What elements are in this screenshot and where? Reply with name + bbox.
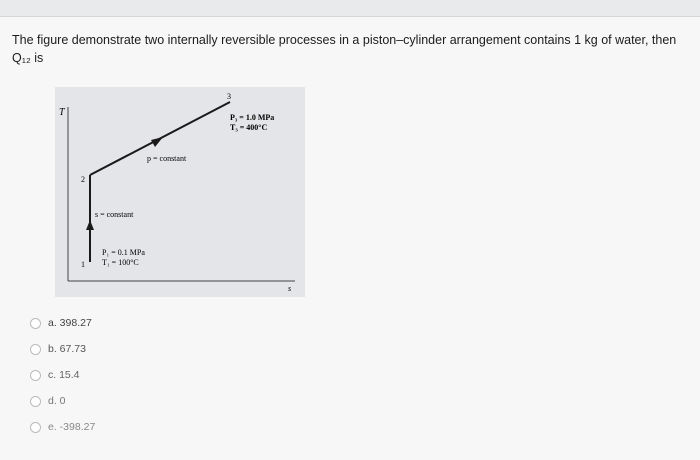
radio-button[interactable] [30,421,41,433]
option-text: b. 67.73 [48,343,86,355]
process-label: s = constant [95,210,134,219]
point-label: 2 [81,175,85,184]
arrow [86,220,94,230]
option-text: c. 15.4 [48,369,80,381]
question-card: The figure demonstrate two internally re… [0,16,700,460]
ts-diagram: T s 1 2 3 p = constant s = constant P₃ =… [55,87,305,297]
state-label: P₁ = 0.1 MPa [102,248,145,257]
radio-button[interactable] [30,317,41,329]
figure-background [55,87,305,297]
option[interactable]: d. 0 [30,395,66,407]
question-text: The figure demonstrate two internally re… [12,33,677,65]
t-axis-label: T [59,107,66,118]
option[interactable]: c. 15.4 [30,369,80,381]
s-axis-label: s [288,284,291,293]
point-label: 1 [81,260,85,269]
option-text: d. 0 [48,395,66,407]
arrow [151,137,163,147]
option-text: a. 398.27 [48,317,92,329]
state-label: P₃ = 1.0 MPa [230,113,274,122]
option-text: e. -398.27 [48,421,96,433]
radio-button[interactable] [30,395,41,407]
point-label: 3 [227,92,231,101]
option[interactable]: b. 67.73 [30,343,86,355]
option[interactable]: e. -398.27 [30,421,95,433]
state-label: T₁ = 100°C [102,258,139,267]
option[interactable]: a. 398.27 [30,317,92,329]
process-label: p = constant [147,154,187,163]
radio-button[interactable] [30,343,41,355]
state-label: T₃ = 400°C [230,123,267,132]
radio-button[interactable] [30,369,41,381]
